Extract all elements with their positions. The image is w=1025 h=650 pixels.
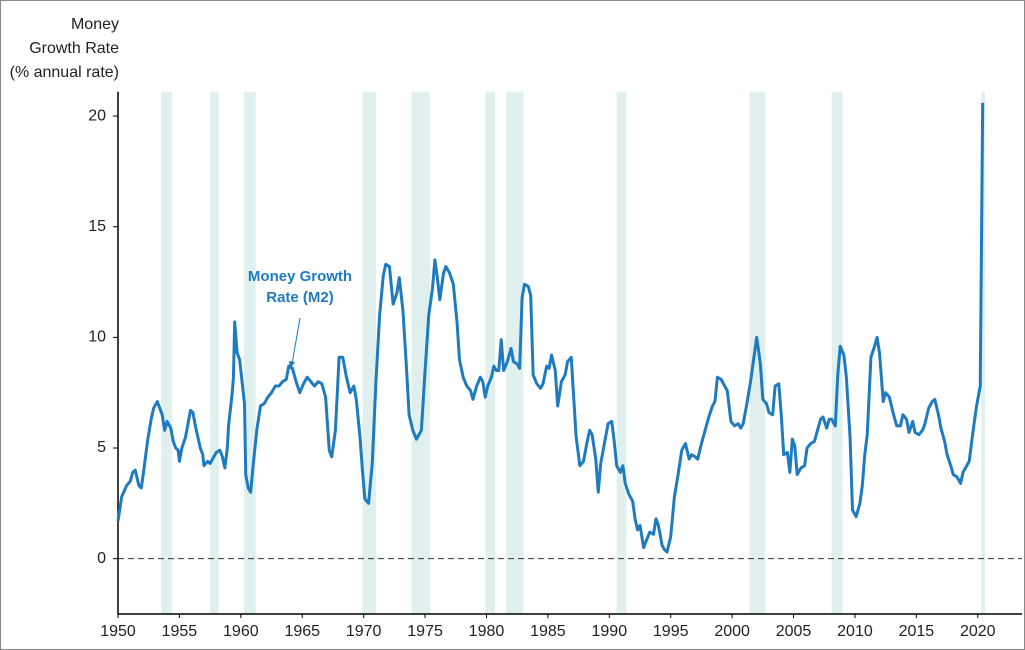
y-tick-label: 10 <box>88 329 106 346</box>
shaded-period <box>210 91 219 614</box>
shaded-period <box>616 91 627 614</box>
shaded-period <box>411 91 430 614</box>
x-tick-label: 2015 <box>899 623 935 640</box>
y-axis-label-line: Money <box>70 16 119 33</box>
y-tick-label: 0 <box>97 550 106 567</box>
x-tick-label: 1990 <box>592 623 628 640</box>
y-tick-label: 5 <box>97 439 106 456</box>
series-line <box>116 102 985 554</box>
x-tick-label: 2020 <box>960 623 996 640</box>
x-tick-label: 1960 <box>223 623 259 640</box>
x-tick-label: 2000 <box>714 623 750 640</box>
shaded-period <box>362 91 376 614</box>
x-tick-label: 1975 <box>407 623 443 640</box>
shaded-period <box>831 91 843 614</box>
x-tick-label: 1965 <box>284 623 320 640</box>
shaded-period <box>243 91 256 614</box>
y-axis-label: Money Growth Rate (% annual rate) <box>10 13 119 85</box>
x-tick-label: 1955 <box>162 623 198 640</box>
y-tick-label: 20 <box>88 107 106 124</box>
x-tick-label: 1980 <box>469 623 505 640</box>
x-tick-label: 2005 <box>776 623 812 640</box>
x-tick-label: 1985 <box>530 623 566 640</box>
shaded-period <box>749 91 766 614</box>
x-tick-label: 2010 <box>837 623 873 640</box>
shaded-period <box>506 91 524 614</box>
y-axis-label-line: Growth Rate <box>29 40 119 57</box>
x-tick-label: 1995 <box>653 623 689 640</box>
x-tick-label: 1950 <box>100 623 136 640</box>
shaded-period <box>981 91 986 614</box>
series-annotation: Money Growth Rate (M2) <box>247 268 353 306</box>
annotation-arrow <box>291 317 301 365</box>
y-axis-label-line: (% annual rate) <box>9 64 119 81</box>
y-tick-label: 15 <box>88 218 106 235</box>
shaded-period <box>485 91 496 614</box>
x-tick-label: 1970 <box>346 623 382 640</box>
shaded-period <box>160 91 173 614</box>
